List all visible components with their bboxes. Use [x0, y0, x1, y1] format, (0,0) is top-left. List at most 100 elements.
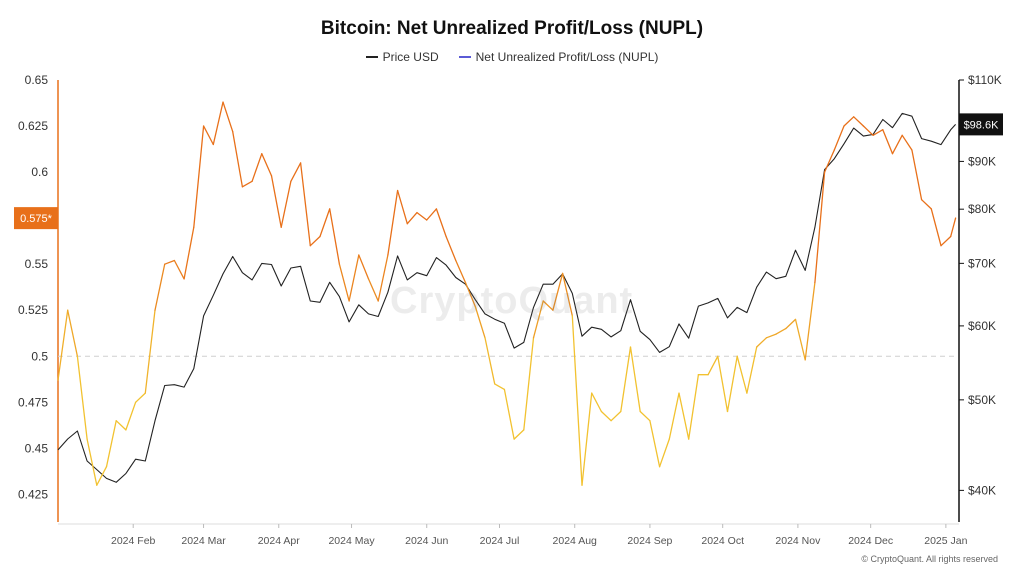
- nupl-segment: [911, 149, 923, 201]
- left-tick-label: 0.525: [18, 303, 48, 317]
- nupl-segment: [668, 392, 680, 440]
- nupl-segment: [688, 374, 700, 440]
- right-tick-label: $60K: [968, 319, 996, 333]
- nupl-segment: [261, 153, 273, 177]
- nupl-segment: [426, 208, 438, 221]
- nupl-segment: [57, 309, 69, 381]
- nupl-segment: [212, 101, 224, 146]
- price-current-label: $98.6K: [964, 119, 1000, 131]
- nupl-segment: [329, 208, 341, 265]
- legend-label-price: Price USD: [382, 50, 439, 64]
- nupl-segment: [882, 129, 894, 155]
- nupl-segment: [67, 309, 79, 357]
- nupl-segment: [950, 217, 957, 238]
- nupl-segment: [319, 208, 331, 238]
- nupl-segment: [814, 171, 826, 284]
- nupl-segment: [134, 392, 146, 403]
- nupl-segment: [270, 175, 282, 228]
- nupl-segment: [484, 337, 496, 385]
- nupl-segment: [552, 272, 564, 311]
- right-tick-label: $80K: [968, 202, 996, 216]
- x-tick-label: 2024 Jul: [480, 535, 520, 547]
- nupl-segment: [358, 254, 370, 280]
- nupl-segment: [658, 438, 670, 468]
- nupl-segment: [736, 355, 748, 394]
- right-tick-label: $90K: [968, 154, 996, 168]
- nupl-segment: [251, 153, 263, 182]
- nupl-segment: [717, 355, 729, 413]
- nupl-segment: [86, 438, 98, 486]
- nupl-segment: [853, 116, 865, 127]
- watermark: CryptoQuant: [390, 280, 634, 322]
- nupl-segment: [387, 189, 399, 256]
- nupl-segment: [377, 254, 389, 302]
- right-tick-label: $40K: [968, 483, 996, 497]
- nupl-segment: [765, 333, 777, 339]
- right-tick-label: $70K: [968, 256, 996, 270]
- nupl-segment: [464, 281, 476, 308]
- nupl-segment: [823, 149, 835, 173]
- nupl-segment: [920, 199, 932, 210]
- nupl-segment: [367, 278, 379, 302]
- nupl-segment: [872, 129, 884, 136]
- nupl-segment: [775, 327, 787, 335]
- nupl-segment: [183, 226, 195, 280]
- right-tick-label: $50K: [968, 393, 996, 407]
- nupl-segment: [542, 300, 554, 311]
- nupl-segment: [76, 355, 88, 440]
- nupl-segment: [222, 101, 234, 133]
- nupl-segment: [125, 401, 137, 431]
- price-current-badge: [959, 113, 1003, 136]
- left-tick-label: 0.625: [18, 119, 48, 133]
- nupl-segment: [241, 180, 253, 188]
- price-line: [57, 112, 957, 483]
- nupl-segment: [726, 355, 738, 413]
- nupl-segment: [280, 180, 292, 228]
- nupl-segment: [591, 392, 603, 413]
- left-axis: 0.650.6250.60.5750.550.5250.50.4750.450.…: [18, 73, 59, 522]
- chart-title: Bitcoin: Net Unrealized Profit/Loss (NUP…: [320, 18, 704, 39]
- x-tick-label: 2024 May: [328, 535, 375, 547]
- nupl-segment: [561, 272, 573, 317]
- nupl-segment: [202, 125, 214, 146]
- nupl-current-label: 0.575*: [20, 213, 53, 225]
- nupl-segment: [930, 208, 942, 247]
- nupl-segment: [901, 134, 913, 151]
- right-axis: $110K $90K $80K $70K $60K $50K $40K: [958, 73, 1002, 522]
- legend-item-price[interactable]: Price USD: [365, 50, 439, 64]
- nupl-segment: [532, 300, 544, 339]
- nupl-segment: [678, 392, 690, 440]
- nupl-segment: [833, 125, 845, 151]
- nupl-segment: [804, 281, 816, 361]
- legend-item-nupl[interactable]: Net Unrealized Profit/Loss (NUPL): [458, 50, 658, 64]
- x-tick-label: 2024 Mar: [181, 535, 226, 547]
- right-tick-label: $110K: [968, 73, 1002, 87]
- nupl-segment: [144, 309, 156, 394]
- nupl-segment: [513, 429, 525, 440]
- nupl-segment: [494, 383, 506, 391]
- x-tick-label: 2024 Jun: [405, 535, 448, 547]
- nupl-segment: [435, 208, 447, 238]
- nupl-segment: [193, 125, 205, 228]
- nupl-segment: [862, 125, 874, 136]
- copyright-credit: © CryptoQuant. All rights reserved: [861, 554, 998, 564]
- nupl-segment: [620, 346, 632, 413]
- nupl-segment: [843, 116, 855, 127]
- nupl-segment: [581, 392, 593, 486]
- nupl-segment: [639, 410, 651, 422]
- nupl-segment: [164, 259, 176, 265]
- nupl-segment: [154, 263, 166, 311]
- nupl-segment: [115, 420, 127, 431]
- nupl-segment: [455, 259, 467, 284]
- nupl-segment: [503, 388, 515, 440]
- nupl-segment: [445, 235, 457, 262]
- nupl-segment: [173, 259, 185, 280]
- nupl-segment: [348, 254, 360, 302]
- series-nupl: [57, 101, 957, 486]
- left-tick-label: 0.475: [18, 395, 48, 409]
- nupl-segment: [629, 346, 641, 413]
- nupl-segment: [474, 305, 486, 339]
- nupl-segment: [232, 130, 244, 188]
